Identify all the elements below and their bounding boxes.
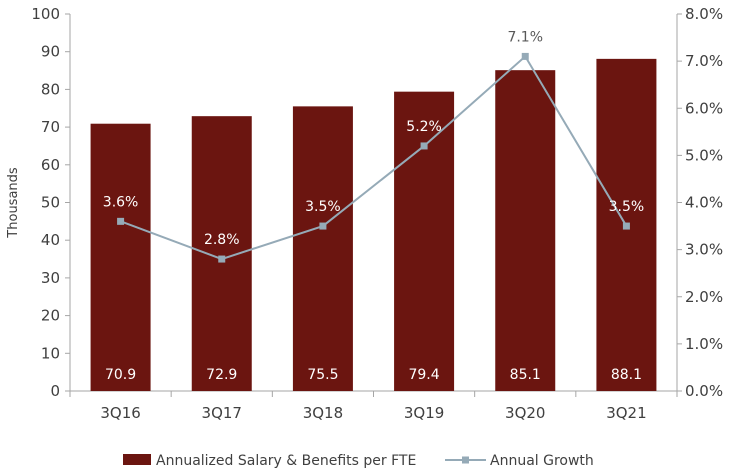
growth-value-label: 3.6% (103, 194, 139, 210)
legend-bar-swatch (123, 454, 151, 465)
growth-marker (521, 52, 529, 60)
growth-value-label: 3.5% (609, 199, 645, 215)
growth-marker (319, 222, 327, 230)
bar (90, 123, 151, 391)
bar (191, 116, 252, 392)
y-tick-label: 60 (41, 156, 60, 174)
y-tick-label: 90 (41, 43, 60, 61)
x-tick-label: 3Q19 (404, 404, 444, 422)
legend-bar-label: Annualized Salary & Benefits per FTE (156, 453, 416, 469)
growth-value-label: 2.8% (204, 232, 240, 248)
y-tick-label: 100 (31, 5, 60, 23)
legend-line-marker (462, 456, 469, 464)
y-tick-label: 80 (41, 80, 60, 98)
bar (292, 106, 353, 392)
axes (65, 13, 682, 397)
y-tick-label: 10 (41, 344, 60, 362)
y-tick-label: 30 (41, 269, 60, 287)
bar-value-label: 72.9 (206, 367, 237, 383)
tick-labels: 0 10 20 30 40 50 60 70 80 90 100 0.0% 1.0% 2.0% 3.0% 4.… (31, 5, 723, 422)
growth-marker (622, 222, 630, 230)
growth-line (120, 54, 628, 261)
y-tick-label: 0 (50, 382, 60, 400)
growth-value-label: 3.5% (305, 199, 341, 215)
y-tick-label: 20 (41, 307, 60, 325)
bar-series (90, 58, 657, 392)
growth-marker (218, 255, 226, 263)
y2-tick-label: 2.0% (685, 288, 723, 306)
bar-value-label: 88.1 (611, 367, 642, 383)
bar-value-label: 75.5 (307, 367, 338, 383)
y2-tick-label: 6.0% (685, 99, 723, 117)
bar-value-label: 85.1 (510, 367, 541, 383)
growth-marker (420, 142, 428, 150)
growth-value-label: 7.1% (507, 29, 543, 45)
line-series (117, 52, 630, 263)
y-axis-title: Thousands (6, 167, 21, 239)
y2-tick-label: 1.0% (685, 335, 723, 353)
y2-tick-label: 7.0% (685, 52, 723, 70)
x-tick-label: 3Q16 (100, 404, 140, 422)
y2-tick-label: 8.0% (685, 5, 723, 23)
legend: Annualized Salary & Benefits per FTE Annu… (123, 453, 594, 469)
y2-tick-label: 5.0% (685, 146, 723, 164)
line-data-labels: 3.6% 2.8% 3.5% 5.2% 7.1% 3.5% (103, 29, 644, 248)
growth-marker (117, 217, 125, 225)
x-tick-label: 3Q17 (202, 404, 242, 422)
y2-tick-label: 0.0% (685, 382, 723, 400)
x-tick-label: 3Q21 (606, 404, 646, 422)
y-tick-label: 40 (41, 231, 60, 249)
bar (394, 91, 455, 392)
bar (495, 70, 556, 391)
bar-value-label: 70.9 (105, 367, 136, 383)
bar-value-label: 79.4 (408, 367, 439, 383)
y2-tick-label: 3.0% (685, 241, 723, 259)
legend-line-label: Annual Growth (490, 453, 594, 469)
x-tick-label: 3Q20 (505, 404, 545, 422)
x-tick-label: 3Q18 (303, 404, 343, 422)
bar-data-labels: 70.9 72.9 75.5 79.4 85.1 88.1 (105, 367, 642, 383)
y-tick-label: 50 (41, 194, 60, 212)
y-tick-label: 70 (41, 118, 60, 136)
y2-tick-label: 4.0% (685, 194, 723, 212)
growth-value-label: 5.2% (406, 119, 442, 135)
